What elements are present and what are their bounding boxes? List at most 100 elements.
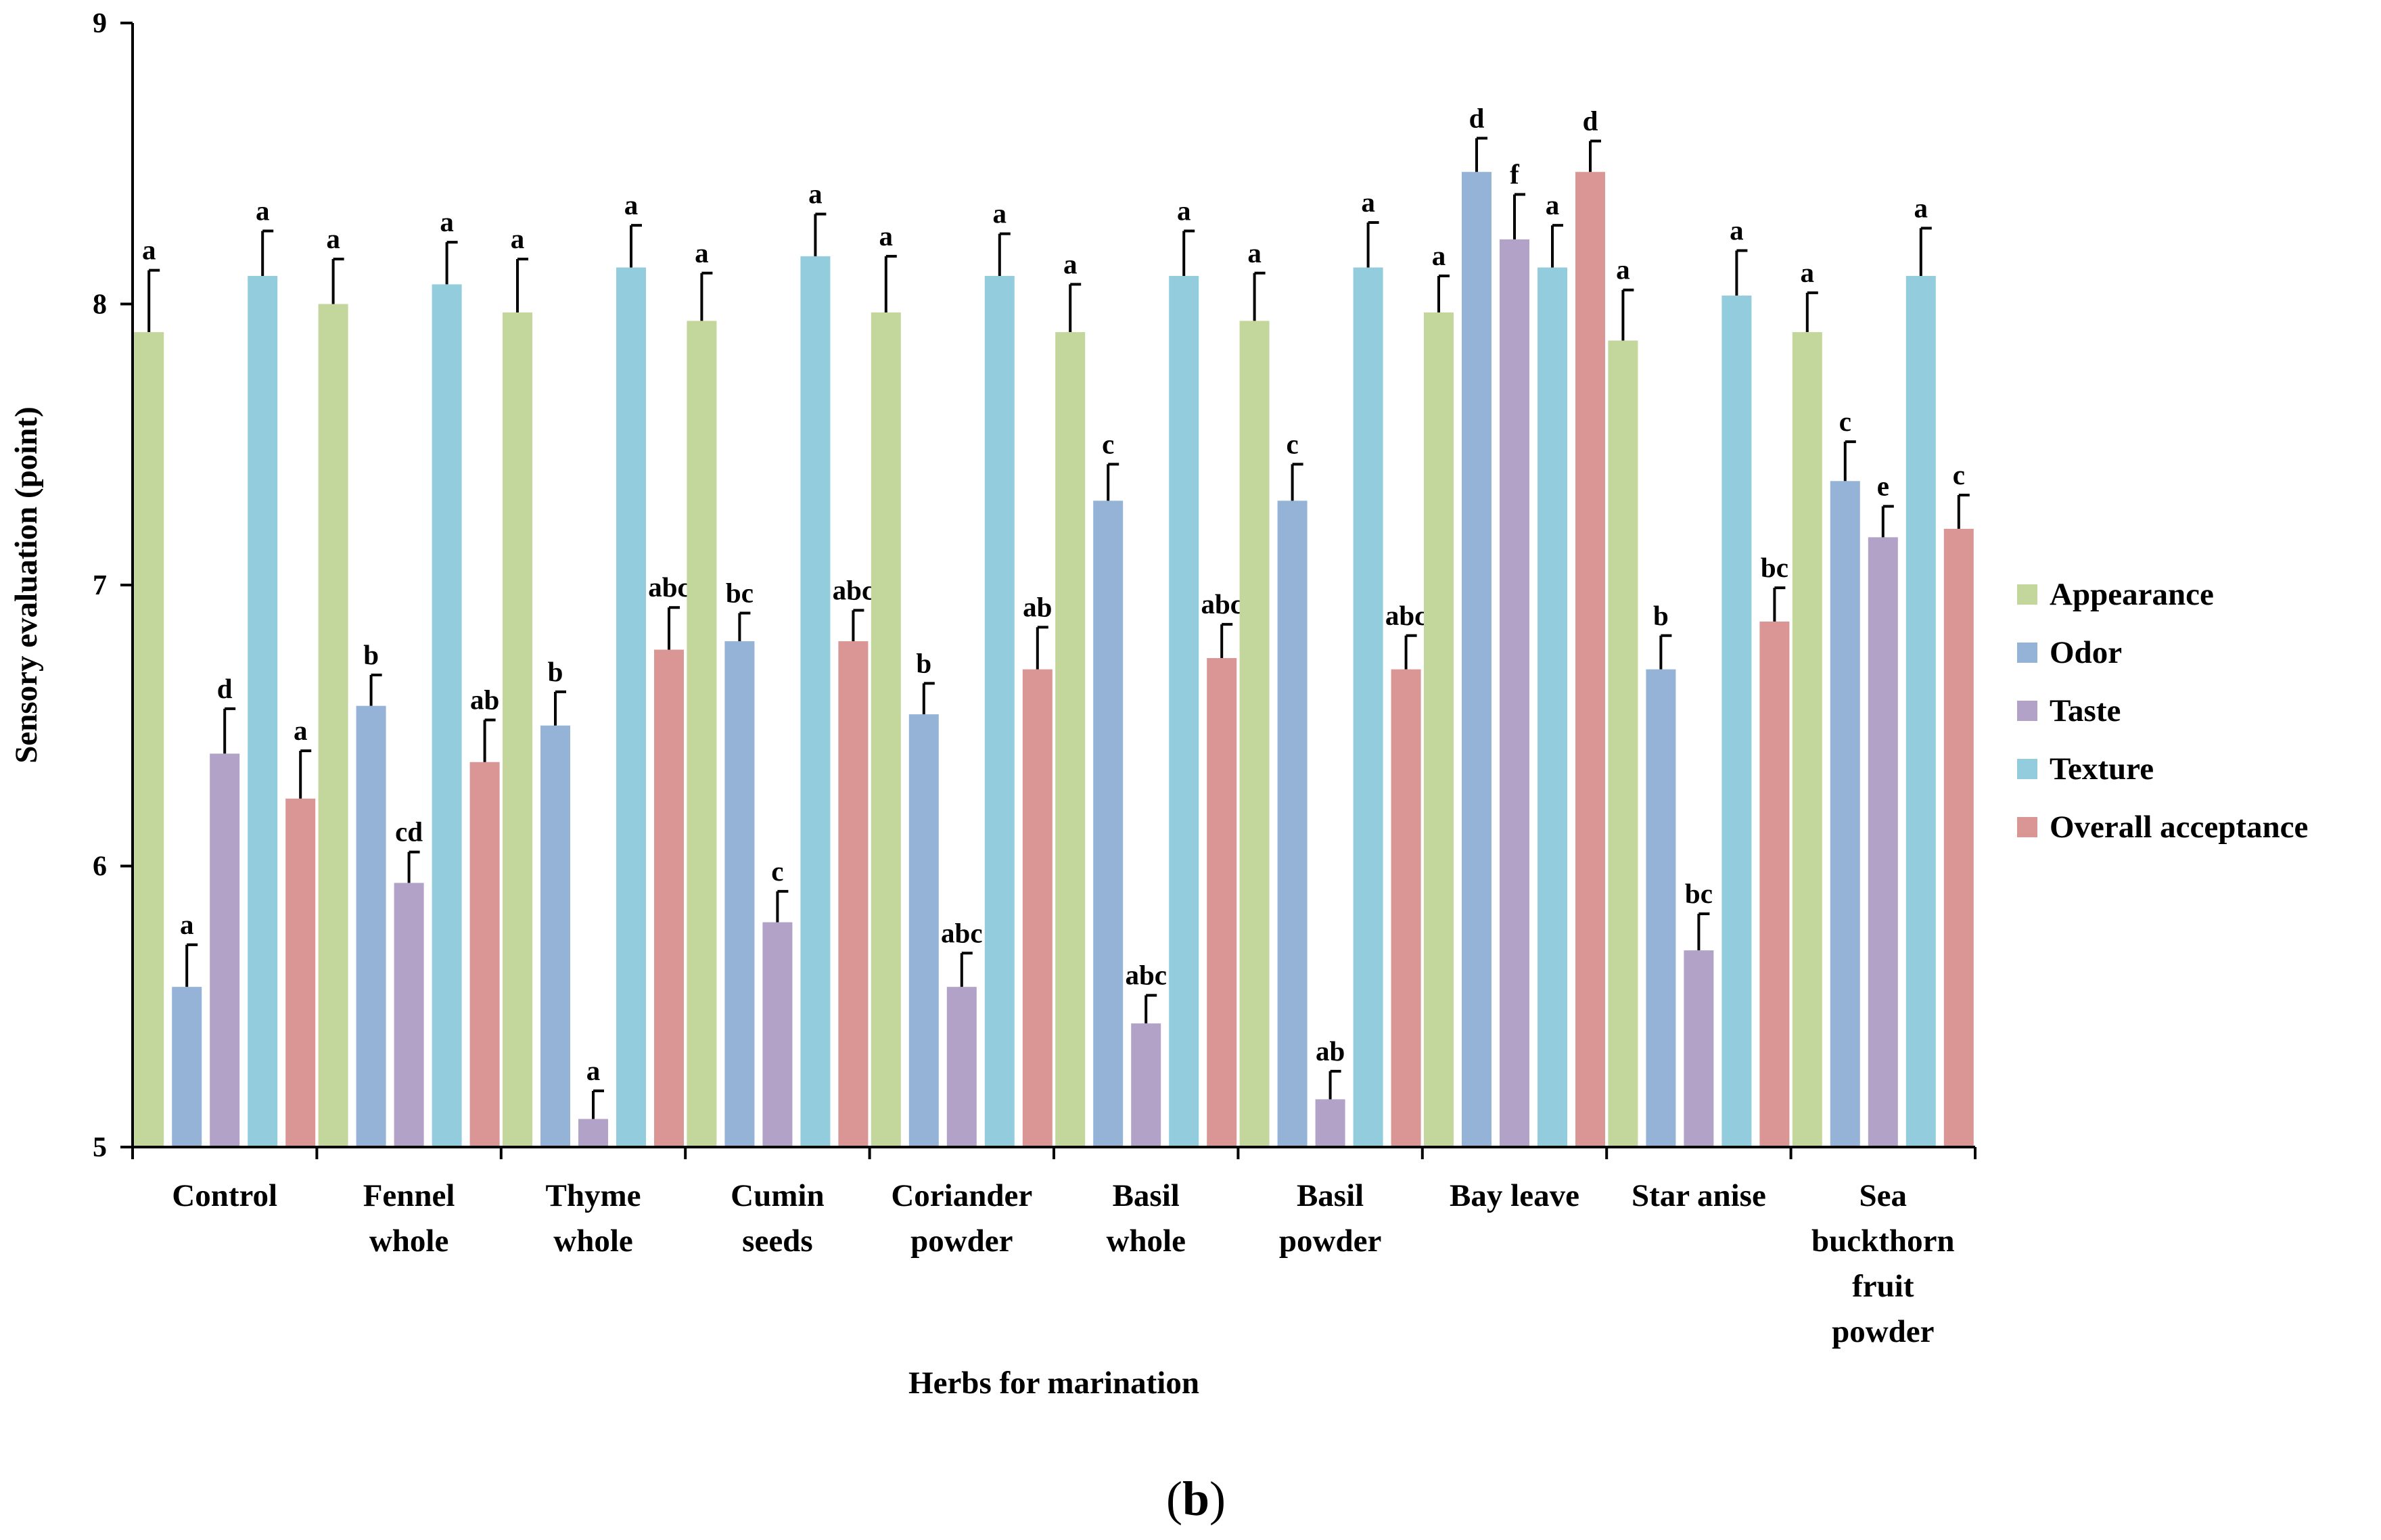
x-category-label: Basil powder: [1279, 1178, 1381, 1259]
x-category-label-line: Coriander: [891, 1178, 1032, 1213]
bar: [984, 275, 1015, 1148]
significance-letter: a: [294, 715, 308, 746]
significance-letter: abc: [1201, 588, 1243, 620]
bar: [1759, 622, 1790, 1147]
legend-label: Odor: [2050, 635, 2122, 670]
bar: [1943, 528, 1974, 1147]
legend-label: Overall acceptance: [2050, 810, 2308, 845]
x-category-label-line: Cumin: [731, 1178, 824, 1213]
bar: [946, 987, 977, 1147]
significance-letter: abc: [833, 574, 875, 605]
y-ticks: 5 6 7 8 9: [93, 8, 133, 1163]
y-tick-label: 9: [93, 8, 107, 39]
significance-letter: a: [624, 189, 639, 220]
x-axis-title: Herbs for marination: [908, 1366, 1199, 1401]
bar: [687, 321, 717, 1148]
x-category-label-line: powder: [1279, 1223, 1381, 1259]
significance-letter: a: [1730, 215, 1744, 246]
x-category-label-line: fruit: [1852, 1269, 1914, 1304]
bar: [908, 714, 939, 1147]
y-tick-label: 8: [93, 289, 107, 321]
significance-letter: e: [1877, 471, 1889, 502]
bar: [724, 641, 755, 1147]
significance-letter: c: [1839, 406, 1851, 437]
bar: [318, 304, 348, 1147]
bar: [394, 883, 424, 1147]
bar: [1462, 172, 1492, 1148]
significance-letter: d: [1469, 102, 1485, 133]
significance-letter: a: [695, 237, 709, 269]
bar: [1500, 239, 1529, 1147]
bar: [1131, 1023, 1161, 1147]
x-category-label-line: Bay leave: [1450, 1178, 1579, 1213]
significance-letter: a: [1914, 192, 1928, 223]
legend-swatch: [2017, 643, 2037, 663]
bar: [654, 649, 684, 1147]
bar: [1277, 500, 1308, 1147]
significance-letter: c: [1286, 428, 1298, 459]
panel-label-close: ): [1209, 1472, 1226, 1526]
x-category-label-line: Basil: [1297, 1178, 1364, 1213]
significance-letter: a: [586, 1055, 601, 1086]
x-category-label-line: powder: [910, 1223, 1013, 1259]
significance-letter: a: [1432, 240, 1446, 271]
legend-swatch: [2017, 817, 2037, 837]
significance-letter: a: [326, 223, 340, 254]
significance-letter: a: [142, 235, 156, 266]
bar: [172, 987, 202, 1147]
y-tick-label: 6: [93, 851, 107, 883]
significance-letter: b: [1653, 600, 1669, 631]
bar: [1315, 1099, 1345, 1147]
x-category-label: Bay leave: [1450, 1178, 1579, 1213]
bar: [1608, 340, 1638, 1147]
bar: [1207, 658, 1237, 1147]
significance-letter: b: [916, 647, 931, 678]
bar: [762, 922, 793, 1147]
legend-label: Appearance: [2050, 577, 2214, 612]
x-category-label: Thyme whole: [546, 1178, 641, 1259]
x-category-label: Star anise: [1632, 1178, 1766, 1213]
y-axis-title: Sensory evaluation (point): [9, 406, 44, 764]
significance-letter: bc: [726, 578, 754, 609]
bar: [616, 267, 646, 1147]
significance-letter: ab: [470, 684, 499, 715]
bar: [1721, 296, 1752, 1147]
significance-letter: ab: [1316, 1035, 1345, 1067]
bar: [1538, 267, 1567, 1147]
significance-letter: f: [1510, 158, 1520, 189]
bar: [1575, 172, 1605, 1148]
bar: [1391, 669, 1421, 1147]
x-category-label-line: Fennel: [363, 1178, 455, 1213]
bar: [1055, 332, 1086, 1147]
significance-letter: a: [511, 223, 525, 254]
x-category-label: Coriander powder: [891, 1178, 1032, 1259]
significance-letter: d: [217, 673, 233, 704]
bar: [1093, 500, 1124, 1147]
significance-letter: a: [808, 179, 823, 210]
y-tick-label: 5: [93, 1132, 107, 1163]
significance-letter: a: [1177, 195, 1191, 226]
significance-letter: b: [363, 639, 379, 670]
significance-letter: c: [771, 856, 783, 887]
bar: [1830, 481, 1860, 1147]
bar: [469, 762, 500, 1147]
x-category-label-line: Basil: [1113, 1178, 1180, 1213]
significance-letter: cd: [395, 816, 423, 847]
legend-label: Taste: [2050, 693, 2121, 728]
x-category-label: Sea buckthorn fruit powder: [1811, 1178, 1955, 1349]
significance-letter: a: [1616, 254, 1630, 285]
significance-letter: a: [1801, 257, 1815, 288]
bar: [210, 753, 240, 1147]
x-category-label: Cumin seeds: [731, 1178, 824, 1259]
x-category-label-line: Control: [172, 1178, 277, 1213]
panel-label-letter: b: [1182, 1472, 1209, 1526]
bar: [134, 332, 164, 1147]
bar: [248, 275, 278, 1148]
significance-letter: a: [180, 909, 194, 940]
x-category-label-line: whole: [553, 1223, 633, 1259]
significance-letter: a: [440, 206, 454, 237]
bar: [578, 1119, 608, 1147]
x-category-label: Basil whole: [1106, 1178, 1186, 1259]
significance-letter: ab: [1023, 591, 1052, 622]
x-category-label: Control: [172, 1178, 277, 1213]
